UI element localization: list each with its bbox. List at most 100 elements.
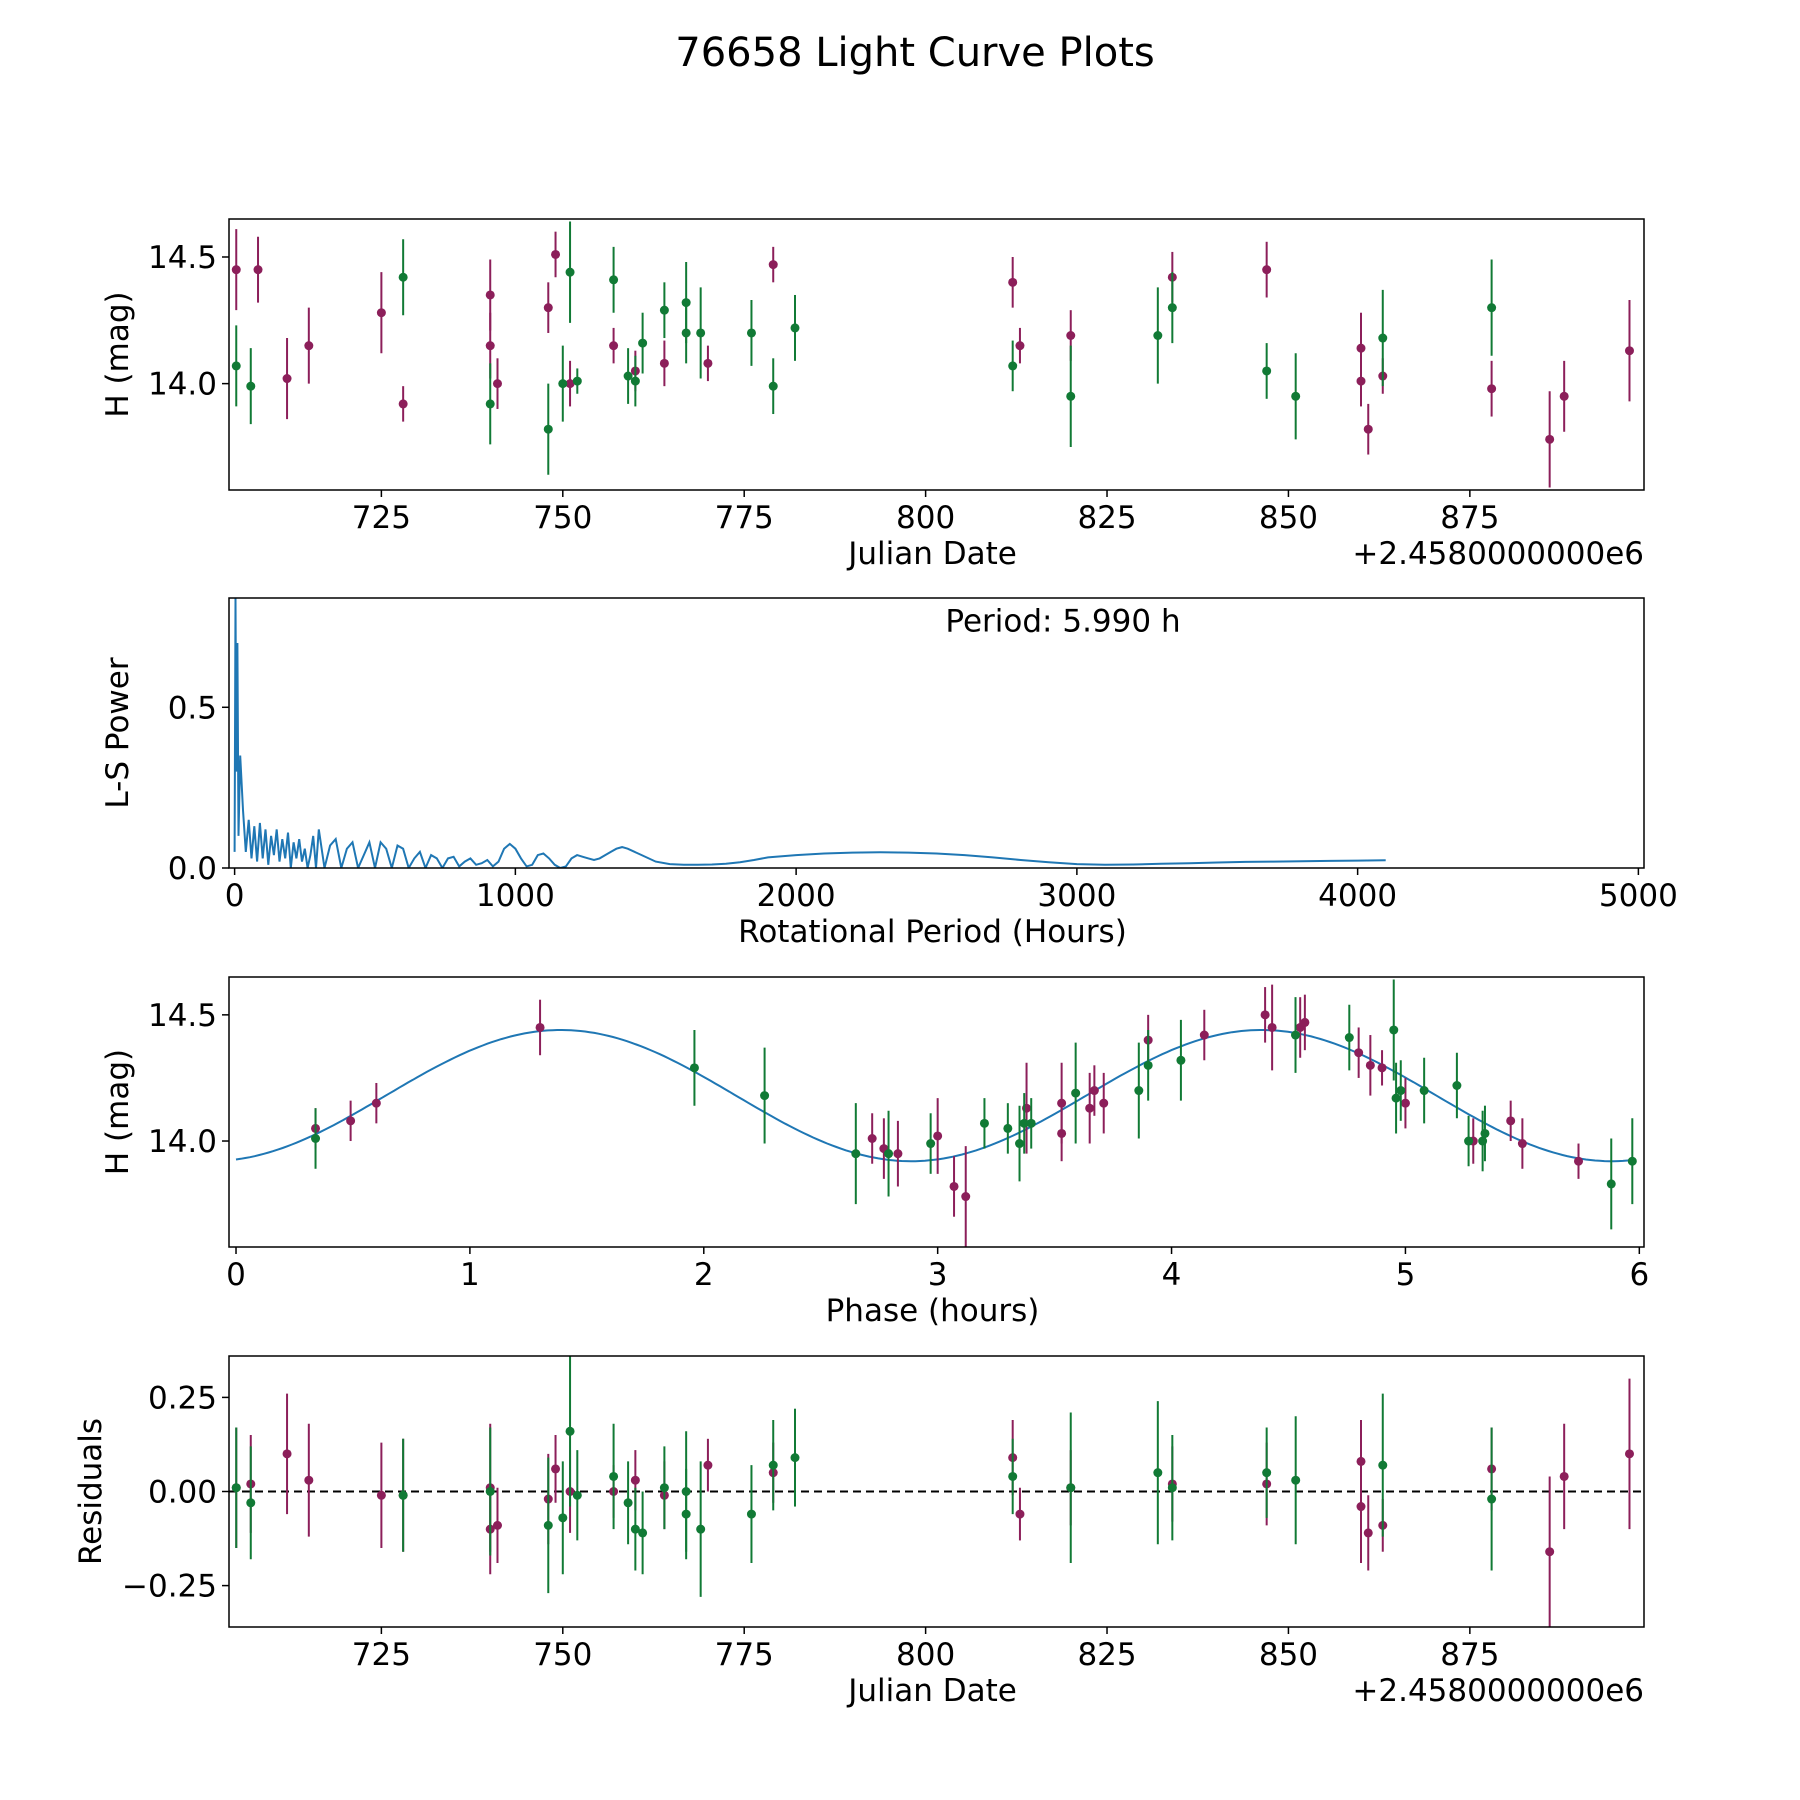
data-point <box>1066 331 1076 341</box>
data-point <box>485 290 495 300</box>
series-filter-b <box>231 1356 1497 1597</box>
data-point <box>1389 1025 1399 1035</box>
data-point <box>398 1490 408 1500</box>
data-point <box>398 399 408 409</box>
data-point <box>1559 1471 1569 1481</box>
data-point <box>572 376 582 386</box>
data-point <box>1606 1179 1616 1189</box>
x-tick-label: 875 <box>1440 1637 1499 1673</box>
x-tick-label: 775 <box>715 500 774 536</box>
data-point <box>551 1464 561 1474</box>
y-tick-label: 14.5 <box>148 240 217 276</box>
data-point <box>1066 1483 1076 1493</box>
y-tick-label: 14.5 <box>148 998 217 1034</box>
data-point <box>1378 1460 1388 1470</box>
panels: 725 750 775 800 825 850 875 14.0 14.5 Julian Date… <box>73 218 1678 1709</box>
data-point <box>543 1520 553 1530</box>
data-point <box>1377 1063 1387 1073</box>
data-point <box>572 1490 582 1500</box>
data-point <box>1015 1509 1025 1519</box>
y-axis-label: Residuals <box>73 1418 109 1565</box>
axes-frame <box>228 976 1645 1248</box>
x-tick-label: 0 <box>225 878 245 914</box>
data-point <box>371 1098 381 1108</box>
panel-residuals: 725 750 775 800 825 850 875 −0.25 0.00 0.25 Julian… <box>73 1355 1645 1709</box>
data-point <box>1354 1048 1364 1058</box>
data-point <box>689 1063 699 1073</box>
data-point <box>231 361 241 371</box>
data-point <box>246 381 256 391</box>
data-point <box>609 341 619 351</box>
data-point <box>746 328 756 338</box>
axes-frame <box>228 597 1645 869</box>
x-tick-label: 2000 <box>757 878 836 914</box>
data-point <box>1267 1022 1277 1032</box>
x-tick-label: 1000 <box>476 878 555 914</box>
data-point <box>253 265 263 275</box>
x-tick-label: 750 <box>533 500 592 536</box>
data-point <box>659 305 669 315</box>
data-point <box>851 1149 861 1159</box>
x-tick-label: 800 <box>896 1637 955 1673</box>
x-tick-label: 850 <box>1259 1637 1318 1673</box>
data-point <box>681 1509 691 1519</box>
data-point <box>1089 1086 1099 1096</box>
data-point <box>1262 1468 1272 1478</box>
data-point <box>1085 1103 1095 1113</box>
data-point <box>565 1426 575 1436</box>
data-point <box>1291 1475 1301 1485</box>
x-tick-label: 825 <box>1077 1637 1136 1673</box>
x-tick-label: 800 <box>896 500 955 536</box>
data-point <box>1015 1139 1025 1149</box>
plot-area-residuals <box>229 1356 1644 1627</box>
x-tick-label: 825 <box>1077 500 1136 536</box>
data-point <box>790 1453 800 1463</box>
data-point <box>492 1520 502 1530</box>
series-filter-a <box>231 229 1634 488</box>
data-point <box>926 1139 936 1149</box>
y-tick-label: 0.5 <box>168 690 217 726</box>
x-tick-label: 2 <box>694 1257 714 1293</box>
data-point <box>1008 277 1018 287</box>
data-point <box>630 1524 640 1534</box>
data-point <box>768 260 778 270</box>
x-tick-label: 875 <box>1440 500 1499 536</box>
data-point <box>565 379 575 389</box>
data-point <box>1356 1502 1366 1512</box>
y-axis-label: L-S Power <box>100 657 136 808</box>
data-point <box>638 338 648 348</box>
data-point <box>623 1498 633 1508</box>
data-point <box>867 1133 877 1143</box>
x-tick-label: 850 <box>1259 500 1318 536</box>
data-point <box>1452 1081 1462 1091</box>
data-point <box>979 1118 989 1128</box>
data-point <box>884 1149 894 1159</box>
data-point <box>1378 333 1388 343</box>
panel-periodogram: 0 1000 2000 3000 4000 5000 0.0 0.5 Rotational Pe… <box>100 597 1678 950</box>
data-point <box>630 376 640 386</box>
data-point <box>659 1483 669 1493</box>
data-point <box>558 1513 568 1523</box>
y-tick-label: −0.25 <box>122 1569 217 1605</box>
data-point <box>1153 1468 1163 1478</box>
data-point <box>304 1475 314 1485</box>
data-point <box>681 328 691 338</box>
data-point <box>1291 391 1301 401</box>
data-point <box>376 308 386 318</box>
data-point <box>790 323 800 333</box>
data-point <box>398 272 408 282</box>
data-point <box>231 265 241 275</box>
series-filter-b <box>231 221 1497 475</box>
data-point <box>485 1487 495 1496</box>
data-point <box>558 379 568 389</box>
data-point <box>949 1181 959 1191</box>
data-point <box>1480 1128 1490 1138</box>
data-point <box>1487 1494 1497 1504</box>
data-point <box>1363 1528 1373 1538</box>
data-point <box>1199 1030 1209 1040</box>
y-axis-label: H (mag) <box>100 1049 136 1175</box>
data-point <box>609 275 619 285</box>
x-tick-label: 6 <box>1629 1257 1649 1293</box>
data-point <box>1143 1060 1153 1070</box>
x-axis-label: Julian Date <box>846 536 1017 572</box>
